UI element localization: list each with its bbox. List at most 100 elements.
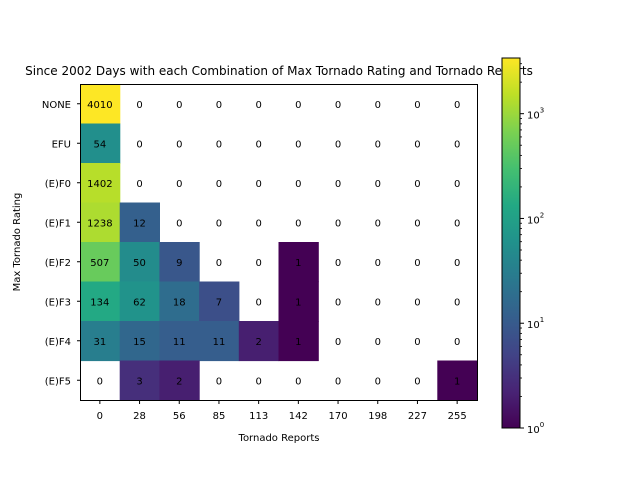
- heatmap-cell: [80, 202, 121, 243]
- cell-value-label: 15: [133, 337, 146, 348]
- cell-value-label: 0: [414, 139, 420, 150]
- heatmap-cell: [80, 84, 121, 125]
- cell-value-label: 1: [295, 258, 301, 269]
- cell-value-label: 0: [454, 258, 460, 269]
- cell-value-label: 0: [97, 376, 103, 387]
- cell-value-label: 0: [375, 297, 381, 308]
- cell-value-label: 0: [375, 218, 381, 229]
- cell-value-label: 0: [216, 218, 222, 229]
- cell-value-label: 0: [295, 218, 301, 229]
- heatmap-cell: [80, 123, 121, 164]
- heatmap-cell: [80, 281, 121, 322]
- cell-value-label: 0: [176, 139, 182, 150]
- cell-value-label: 2: [176, 376, 182, 387]
- cell-value-label: 0: [454, 100, 460, 111]
- heatmap-cell: [159, 321, 200, 362]
- cell-value-label: 0: [216, 258, 222, 269]
- cell-value-label: 0: [176, 179, 182, 190]
- cell-value-label: 0: [216, 179, 222, 190]
- colorbar-tick-label: 100: [527, 421, 544, 436]
- cell-value-label: 2: [255, 337, 261, 348]
- y-tick-label: (E)F5: [45, 376, 71, 387]
- cell-value-label: 0: [335, 258, 341, 269]
- cell-value-label: 0: [414, 179, 420, 190]
- cell-value-label: 0: [335, 376, 341, 387]
- cell-value-label: 0: [454, 297, 460, 308]
- cell-value-label: 0: [335, 139, 341, 150]
- colorbar-tick-label: 103: [527, 107, 544, 122]
- cell-value-label: 0: [295, 376, 301, 387]
- cell-value-label: 0: [375, 337, 381, 348]
- heatmap-cell: [119, 360, 160, 401]
- colorbar-tick-label: 102: [527, 211, 544, 226]
- y-axis-ticks: NONE EFU (E)F0 (E)F1 (E)F2 (E)F3 (E)F4 (E)F5: [42, 100, 81, 387]
- cell-value-label: 0: [176, 218, 182, 229]
- cell-value-label: 9: [176, 258, 182, 269]
- heatmap-cell: [80, 163, 121, 204]
- heatmap-cell: [437, 360, 478, 401]
- cell-value-label: 7: [216, 297, 222, 308]
- cell-value-label: 0: [295, 139, 301, 150]
- x-tick-label: 255: [448, 411, 467, 422]
- heatmap-cell: [159, 242, 200, 283]
- colorbar-frame: [501, 57, 521, 429]
- cell-value-label: 0: [295, 179, 301, 190]
- y-tick-label: (E)F0: [45, 179, 71, 190]
- y-tick-label: NONE: [42, 100, 71, 111]
- cell-value-label: 11: [213, 337, 226, 348]
- colorbar: 100 101 102 103: [501, 57, 544, 436]
- heatmap-cell: [278, 242, 319, 283]
- cell-value-label: 0: [295, 100, 301, 111]
- chart-title: Since 2002 Days with each Combination of…: [25, 64, 533, 78]
- heatmap-cell: [119, 242, 160, 283]
- cell-value-label: 0: [335, 297, 341, 308]
- cell-value-label: 0: [136, 179, 142, 190]
- cell-value-label: 0: [454, 218, 460, 229]
- x-tick-label: 28: [133, 411, 146, 422]
- cell-value-label: 0: [255, 376, 261, 387]
- cell-value-label: 0: [414, 258, 420, 269]
- x-tick-label: 56: [173, 411, 186, 422]
- heatmap-cell: [119, 281, 160, 322]
- y-tick-label: (E)F1: [45, 218, 71, 229]
- cell-value-label: 1: [295, 297, 301, 308]
- cell-value-label: 18: [173, 297, 186, 308]
- cell-value-label: 0: [255, 139, 261, 150]
- cell-value-label: 0: [216, 100, 222, 111]
- cell-value-label: 0: [375, 376, 381, 387]
- cell-value-label: 0: [454, 179, 460, 190]
- cell-value-label: 1: [454, 376, 460, 387]
- heatmap-cell: [278, 321, 319, 362]
- cell-value-label: 1402: [87, 179, 112, 190]
- cell-value-label: 0: [375, 100, 381, 111]
- cell-value-label: 0: [414, 376, 420, 387]
- cell-value-label: 134: [90, 297, 109, 308]
- cell-value-label: 11: [173, 337, 186, 348]
- heatmap-cell: [119, 202, 160, 243]
- cell-value-label: 0: [176, 100, 182, 111]
- x-tick-label: 113: [249, 411, 268, 422]
- x-tick-label: 85: [213, 411, 226, 422]
- x-tick-label: 142: [289, 411, 308, 422]
- y-axis-label: Max Tornado Rating: [12, 193, 23, 292]
- cell-value-label: 0: [375, 139, 381, 150]
- cell-value-label: 0: [454, 337, 460, 348]
- cell-value-label: 50: [133, 258, 146, 269]
- x-axis-ticks: 0 28 56 85 113 142 170 198 227 255: [97, 400, 467, 422]
- cell-value-label: 0: [454, 139, 460, 150]
- cell-value-label: 0: [414, 100, 420, 111]
- cell-value-label: 0: [216, 139, 222, 150]
- cell-value-label: 0: [335, 218, 341, 229]
- heatmap-cell: [80, 242, 121, 283]
- cell-value-label: 0: [414, 218, 420, 229]
- cell-value-label: 0: [335, 179, 341, 190]
- heatmap-cell: [238, 321, 280, 362]
- cell-value-label: 0: [335, 100, 341, 111]
- cell-value-label: 3: [136, 376, 142, 387]
- cell-value-label: 0: [375, 258, 381, 269]
- axes-frame: [80, 84, 478, 401]
- y-tick-label: EFU: [52, 139, 71, 150]
- y-tick-label: (E)F2: [45, 258, 71, 269]
- cell-value-label: 1238: [87, 218, 112, 229]
